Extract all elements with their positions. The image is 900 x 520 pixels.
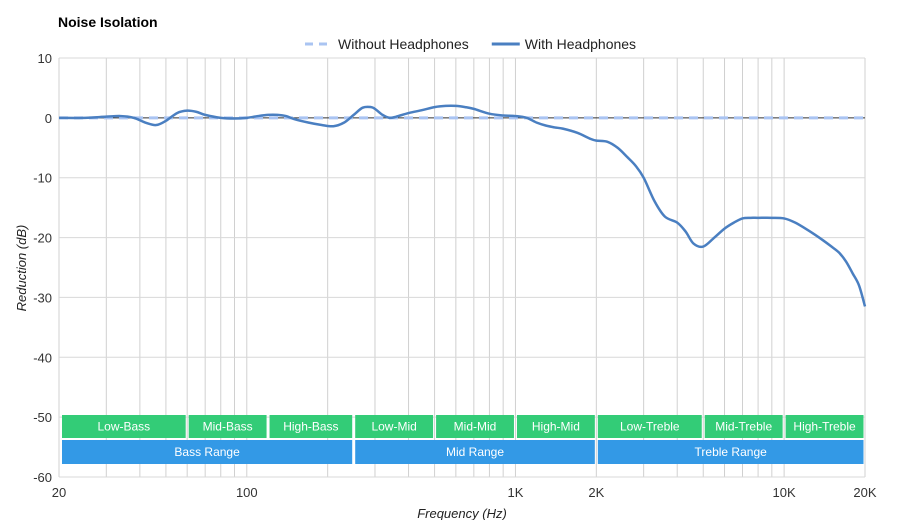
- chart-title: Noise Isolation: [58, 14, 158, 30]
- range-bass-range-label: Bass Range: [174, 445, 240, 459]
- legend: Without Headphones With Headphones: [305, 36, 636, 52]
- x-axis-label: Frequency (Hz): [417, 506, 507, 520]
- y-tick-label: -40: [33, 350, 52, 365]
- band-high-treble: [785, 415, 864, 438]
- y-axis-label: Reduction (dB): [14, 225, 29, 312]
- band-low-mid: [355, 415, 434, 438]
- band-high-treble-label: High-Treble: [793, 420, 856, 434]
- band-high-mid: [516, 415, 595, 438]
- x-tick-label: 20K: [853, 485, 876, 500]
- range-bass-range: [62, 440, 353, 464]
- x-tick-label: 10K: [773, 485, 796, 500]
- band-low-treble-label: Low-Treble: [620, 420, 680, 434]
- range-mid-range: [355, 440, 595, 464]
- legend-entry: With Headphones: [525, 36, 636, 52]
- range-treble-range: [597, 440, 864, 464]
- y-tick-label: -20: [33, 231, 52, 246]
- y-tick-label: -30: [33, 290, 52, 305]
- band-high-mid-label: High-Mid: [532, 420, 580, 434]
- x-tick-label: 1K: [508, 485, 524, 500]
- legend-entry: Without Headphones: [338, 36, 469, 52]
- band-low-treble: [597, 415, 702, 438]
- band-high-bass-label: High-Bass: [283, 420, 338, 434]
- band-low-bass: [62, 415, 186, 438]
- y-tick-label: 10: [38, 51, 52, 66]
- grid: [58, 57, 866, 478]
- series-lines: [58, 104, 867, 307]
- band-low-mid-label: Low-Mid: [371, 420, 416, 434]
- x-tick-label: 20: [52, 485, 66, 500]
- band-mid-treble: [704, 415, 783, 438]
- band-mid-treble-label: Mid-Treble: [715, 420, 772, 434]
- band-high-bass: [269, 415, 353, 438]
- y-tick-label: -10: [33, 171, 52, 186]
- band-mid-mid-label: Mid-Mid: [454, 420, 497, 434]
- series-line-with-headphones: [58, 104, 867, 307]
- y-tick-label: -60: [33, 470, 52, 485]
- x-tick-label: 2K: [588, 485, 604, 500]
- y-tick-label: 0: [45, 111, 52, 126]
- y-tick-label: -50: [33, 410, 52, 425]
- frequency-bands: Low-Bass Mid-Bass High-Bass Low-Mid Mid-Mid H…: [62, 415, 864, 464]
- band-mid-mid: [436, 415, 514, 438]
- band-mid-bass: [188, 415, 267, 438]
- x-tick-label: 100: [236, 485, 258, 500]
- band-mid-bass-label: Mid-Bass: [203, 420, 253, 434]
- band-low-bass-label: Low-Bass: [97, 420, 150, 434]
- range-treble-range-label: Treble Range: [695, 445, 768, 459]
- range-mid-range-label: Mid Range: [446, 445, 504, 459]
